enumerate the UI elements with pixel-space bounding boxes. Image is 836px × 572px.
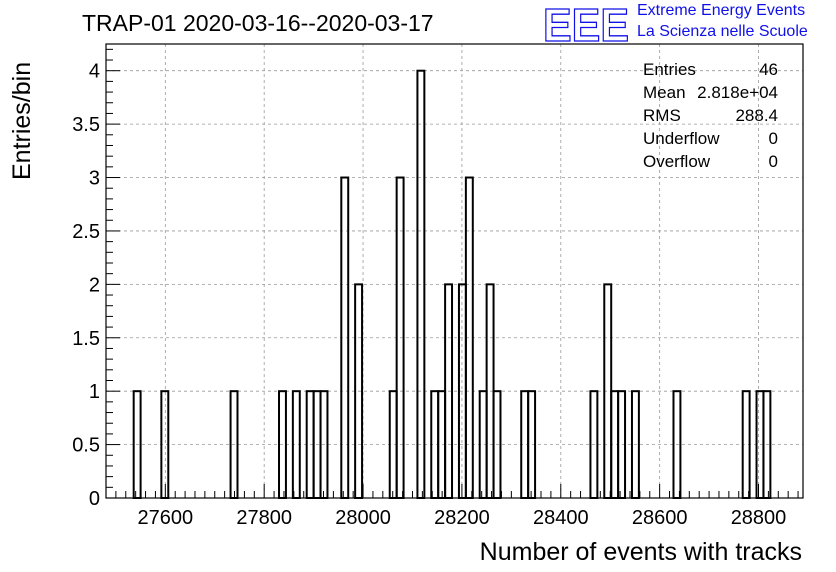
- stats-label: Underflow: [643, 129, 720, 148]
- stats-label: Overflow: [643, 152, 711, 171]
- x-tick-label: 27800: [236, 507, 292, 529]
- x-tick-label: 28800: [731, 507, 787, 529]
- stats-label: Entries: [643, 60, 696, 79]
- stats-label: Mean: [643, 83, 686, 102]
- stats-label: RMS: [643, 106, 681, 125]
- stats-row-underflow: Underflow 0: [641, 129, 781, 152]
- stats-row-overflow: Overflow 0: [641, 152, 781, 175]
- y-tick-label: 4: [89, 61, 100, 83]
- y-tick-label: 0.5: [72, 435, 100, 457]
- chart-title: TRAP-01 2020-03-16--2020-03-17: [82, 10, 434, 36]
- eee-logo-mark: EEE: [543, 2, 629, 44]
- y-tick-label: 1: [89, 381, 100, 403]
- eee-logo: EEE: [543, 2, 630, 44]
- stats-value: 0: [768, 152, 778, 171]
- x-tick-label: 28200: [434, 507, 490, 529]
- axis-ticks: [105, 48, 799, 499]
- x-axis-label: Number of events with tracks: [479, 538, 802, 566]
- y-tick-label: 0: [89, 488, 100, 510]
- x-tick-label: 28000: [335, 507, 391, 529]
- x-tick-label: 28600: [632, 507, 688, 529]
- stats-value: 0: [768, 129, 778, 148]
- plot-frame: [105, 43, 804, 499]
- logo-text-line1: Extreme Energy Events: [637, 2, 806, 19]
- y-tick-label: 2.5: [72, 221, 100, 243]
- stats-value: 2.818e+04: [697, 83, 778, 102]
- stats-row-entries: Entries 46: [641, 60, 781, 83]
- y-axis-label: Entries/bin: [8, 61, 36, 180]
- x-tick-label: 28400: [533, 507, 589, 529]
- x-tick-label: 27600: [138, 507, 194, 529]
- axis-tick-labels: 27600 27800 28000 28200 28400 28600 28800 0 0.5 1…: [72, 61, 786, 529]
- stats-box: Entries 46 Mean 2.818e+04 RMS 288.4 Unde…: [641, 60, 781, 175]
- y-tick-label: 2: [89, 274, 100, 296]
- stats-value: 46: [759, 60, 778, 79]
- logo-text-line2: La Scienza nelle Scuole: [637, 23, 808, 40]
- stats-row-mean: Mean 2.818e+04: [641, 83, 781, 106]
- stats-row-rms: RMS 288.4: [641, 106, 781, 129]
- stats-value: 288.4: [735, 106, 778, 125]
- y-tick-label: 3: [89, 168, 100, 190]
- y-tick-label: 3.5: [72, 114, 100, 136]
- y-tick-label: 1.5: [72, 328, 100, 350]
